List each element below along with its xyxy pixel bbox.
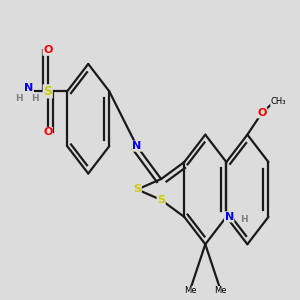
- Text: O: O: [43, 45, 52, 55]
- Text: H: H: [15, 94, 22, 103]
- Text: Me: Me: [184, 286, 197, 296]
- Text: H: H: [31, 94, 38, 103]
- Text: O: O: [43, 128, 52, 137]
- Text: Me: Me: [214, 286, 226, 296]
- Text: O: O: [257, 108, 267, 118]
- Text: CH₃: CH₃: [271, 97, 286, 106]
- Text: S: S: [43, 85, 52, 98]
- Text: H: H: [240, 215, 248, 224]
- Text: S: S: [133, 184, 141, 194]
- Text: N: N: [24, 83, 33, 94]
- Text: S: S: [157, 195, 165, 205]
- Text: N: N: [225, 212, 234, 222]
- Text: N: N: [132, 141, 142, 151]
